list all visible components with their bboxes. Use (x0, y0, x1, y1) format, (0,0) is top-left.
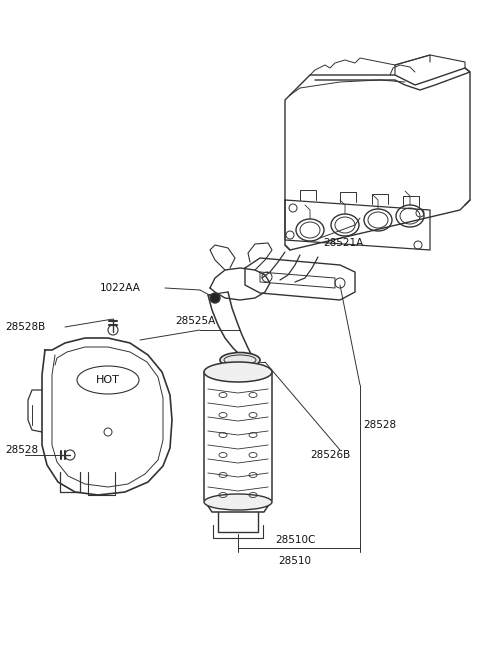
Ellipse shape (204, 494, 272, 510)
Text: 28521A: 28521A (323, 238, 363, 248)
Text: 1022AA: 1022AA (100, 283, 141, 293)
Text: 28510: 28510 (278, 556, 312, 566)
Text: 28528B: 28528B (5, 322, 45, 332)
Text: 28525A: 28525A (175, 316, 215, 326)
Ellipse shape (204, 362, 272, 382)
Circle shape (210, 293, 220, 303)
Text: HOT: HOT (96, 375, 120, 385)
Text: 28528: 28528 (363, 420, 396, 430)
Text: 28528: 28528 (5, 445, 38, 455)
Text: 28510C: 28510C (275, 535, 315, 545)
Ellipse shape (220, 352, 260, 367)
Text: 28526B: 28526B (310, 450, 350, 460)
